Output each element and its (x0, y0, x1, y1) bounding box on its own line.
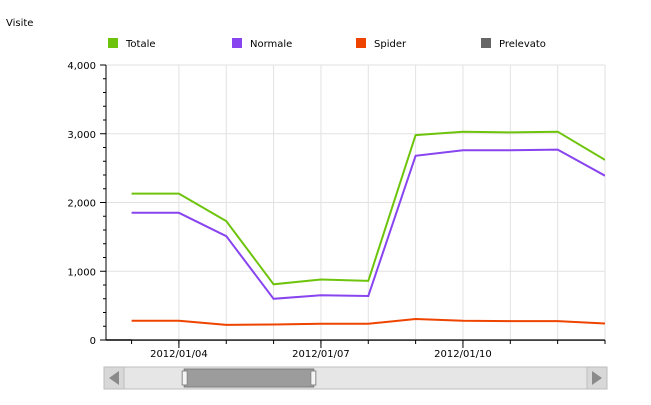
series-layer (131, 130, 605, 340)
scrollbar-thumb[interactable] (183, 368, 315, 388)
chevron-left-icon[interactable] (109, 371, 119, 385)
legend-swatch-prelevato (481, 38, 491, 48)
axes: 0 1,000 2,000 3,000 4,000 2012/01/04 2012/01/0… (67, 61, 606, 360)
y-tick-label: 1,000 (67, 267, 96, 278)
x-tick-label: 2012/01/10 (434, 349, 492, 360)
legend-swatch-totale (108, 38, 118, 48)
y-tick-label: 4,000 (67, 61, 96, 72)
legend-label-spider: Spider (374, 39, 407, 50)
scrollbar-track[interactable] (103, 366, 608, 390)
x-tick-label: 2012/01/04 (150, 349, 208, 360)
scrollbar-right-handle[interactable] (310, 370, 317, 386)
series-line-spider (131, 317, 605, 326)
scrollbar-left-handle[interactable] (181, 370, 188, 386)
legend: Totale Normale Spider Prelevato (108, 38, 546, 50)
legend-label-normale: Normale (250, 39, 292, 50)
legend-swatch-spider (356, 38, 366, 48)
legend-label-prelevato: Prelevato (499, 39, 546, 50)
horizontal-scrollbar[interactable] (103, 366, 608, 390)
x-tick-label: 2012/01/07 (292, 349, 350, 360)
y-tick-label: 2,000 (67, 199, 96, 210)
series-line-normale (131, 148, 605, 300)
series-line-totale (131, 130, 605, 286)
chevron-right-icon[interactable] (592, 371, 602, 385)
grid-lines (106, 64, 606, 340)
y-tick-label: 3,000 (67, 130, 96, 141)
legend-label-totale: Totale (125, 39, 156, 50)
y-tick-label: 0 (90, 336, 96, 347)
chart-title: Visite (6, 18, 33, 29)
legend-swatch-normale (232, 38, 242, 48)
